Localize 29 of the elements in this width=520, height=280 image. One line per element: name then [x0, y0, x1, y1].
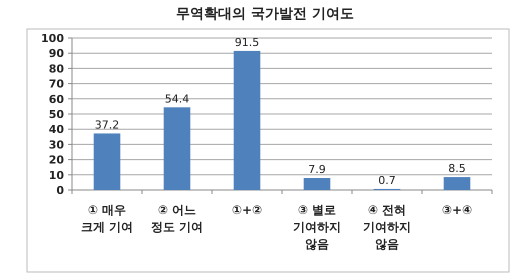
x-tick-label: ④ 전혀 기여하지 않음	[363, 203, 411, 251]
x-tick-label: ② 어느 정도 기여	[150, 203, 204, 234]
x-tick-label: ①+②	[232, 203, 262, 217]
chart-title: 무역확대의 국가발전 기여도	[176, 6, 354, 22]
y-tick-label: 100	[41, 32, 64, 45]
y-tick-label: 10	[48, 168, 64, 182]
y-tick-label: 50	[48, 108, 64, 121]
data-label: 0.7	[378, 174, 396, 187]
x-tick-label: ③+④	[442, 203, 472, 217]
data-label: 54.4	[164, 92, 190, 106]
y-tick-label: 90	[48, 47, 64, 60]
x-tick-label: ① 매우 크게 기여	[80, 203, 134, 234]
y-tick-label: 30	[48, 138, 64, 152]
bar	[234, 50, 260, 190]
y-tick-label: 20	[48, 154, 64, 167]
y-tick-label: 40	[48, 123, 64, 136]
data-label: 91.5	[234, 36, 260, 49]
data-label: 37.2	[94, 118, 120, 132]
bar	[164, 107, 190, 190]
bar	[444, 177, 470, 190]
y-tick-label: 80	[48, 62, 64, 76]
x-tick-label: ③ 별로 기여하지 않음	[293, 203, 341, 251]
y-tick-label: 70	[48, 78, 64, 91]
bar	[304, 178, 330, 190]
y-tick-label: 0	[56, 184, 64, 197]
y-tick-label: 60	[48, 92, 64, 106]
bar	[94, 133, 120, 190]
data-label: 7.9	[308, 162, 326, 176]
data-label: 8.5	[448, 162, 466, 176]
